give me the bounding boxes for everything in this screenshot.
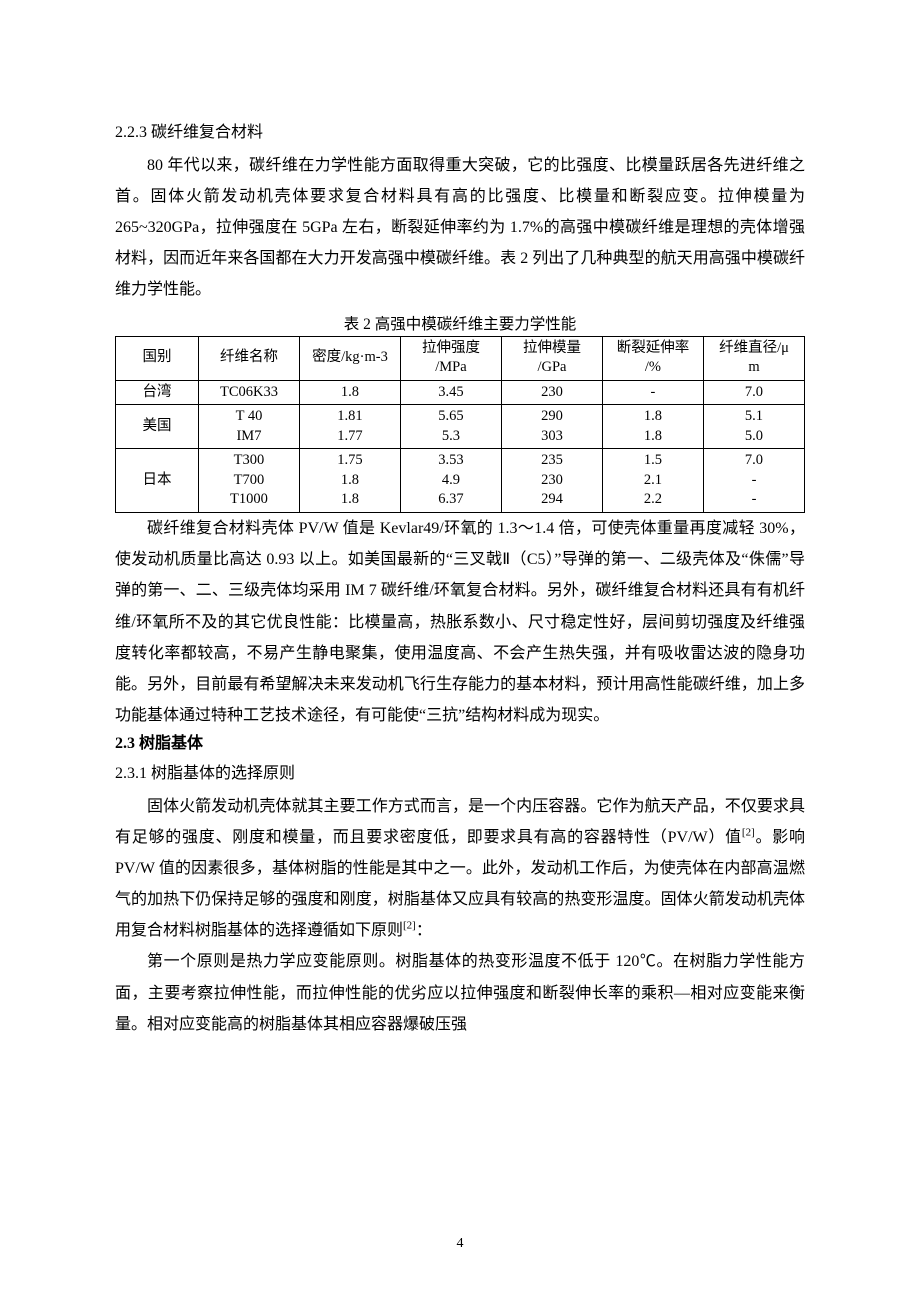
- cell-modulus: 235230294: [501, 449, 602, 513]
- th-modulus: 拉伸模量 /GPa: [501, 336, 602, 380]
- page-number: 4: [0, 1236, 920, 1252]
- th-tensile: 拉伸强度 /MPa: [400, 336, 501, 380]
- table-row-usa: 美国 T 40IM7 1.811.77 5.655.3 290303 1.81.…: [116, 405, 805, 449]
- cell-density: 1.811.77: [299, 405, 400, 449]
- table-header-row: 国别 纤维名称 密度/kg·m-3 拉伸强度 /MPa 拉伸模量 /GPa 断裂…: [116, 336, 805, 380]
- cell-country: 台湾: [116, 380, 199, 405]
- table-2-carbon-fiber-properties: 国别 纤维名称 密度/kg·m-3 拉伸强度 /MPa 拉伸模量 /GPa 断裂…: [115, 336, 805, 514]
- cell-tensile: 3.45: [400, 380, 501, 405]
- th-elongation: 断裂延伸率 /%: [602, 336, 703, 380]
- paragraph-resin-selection: 固体火箭发动机壳体就其主要工作方式而言，是一个内压容器。它作为航天产品，不仅要求…: [115, 791, 805, 947]
- heading-2-2-3: 2.2.3 碳纤维复合材料: [115, 120, 805, 146]
- paragraph-principle-1: 第一个原则是热力学应变能原则。树脂基体的热变形温度不低于 120℃。在树脂力学性…: [115, 946, 805, 1040]
- heading-2-3: 2.3 树脂基体: [115, 731, 805, 757]
- cell-country: 美国: [116, 405, 199, 449]
- th-country: 国别: [116, 336, 199, 380]
- cell-name: T 40IM7: [198, 405, 299, 449]
- th-density: 密度/kg·m-3: [299, 336, 400, 380]
- cell-elong: -: [602, 380, 703, 405]
- citation-2: [2]: [742, 826, 755, 838]
- heading-2-3-1: 2.3.1 树脂基体的选择原则: [115, 761, 805, 787]
- cell-elong: 1.52.12.2: [602, 449, 703, 513]
- cell-name: T300T700T1000: [198, 449, 299, 513]
- table-row-japan: 日本 T300T700T1000 1.751.81.8 3.534.96.37 …: [116, 449, 805, 513]
- text-part: ：: [416, 922, 432, 939]
- cell-diam: 5.15.0: [703, 405, 804, 449]
- citation-2: [2]: [403, 920, 416, 932]
- cell-country: 日本: [116, 449, 199, 513]
- cell-modulus: 230: [501, 380, 602, 405]
- th-diameter: 纤维直径/μ m: [703, 336, 804, 380]
- th-name: 纤维名称: [198, 336, 299, 380]
- cell-tensile: 3.534.96.37: [400, 449, 501, 513]
- paragraph-carbon-advantages: 碳纤维复合材料壳体 PV/W 值是 Kevlar49/环氧的 1.3～1.4 倍…: [115, 513, 805, 731]
- text-part: 固体火箭发动机壳体就其主要工作方式而言，是一个内压容器。它作为航天产品，不仅要求…: [115, 798, 805, 846]
- cell-tensile: 5.655.3: [400, 405, 501, 449]
- cell-density: 1.751.81.8: [299, 449, 400, 513]
- table-row-taiwan: 台湾 TC06K33 1.8 3.45 230 - 7.0: [116, 380, 805, 405]
- paragraph-intro-carbon: 80 年代以来，碳纤维在力学性能方面取得重大突破，它的比强度、比模量跃居各先进纤…: [115, 150, 805, 306]
- cell-elong: 1.81.8: [602, 405, 703, 449]
- document-page: 2.2.3 碳纤维复合材料 80 年代以来，碳纤维在力学性能方面取得重大突破，它…: [0, 0, 920, 1302]
- cell-modulus: 290303: [501, 405, 602, 449]
- table-2-caption: 表 2 高强中模碳纤维主要力学性能: [115, 312, 805, 334]
- cell-density: 1.8: [299, 380, 400, 405]
- cell-diam: 7.0--: [703, 449, 804, 513]
- cell-diam: 7.0: [703, 380, 804, 405]
- cell-name: TC06K33: [198, 380, 299, 405]
